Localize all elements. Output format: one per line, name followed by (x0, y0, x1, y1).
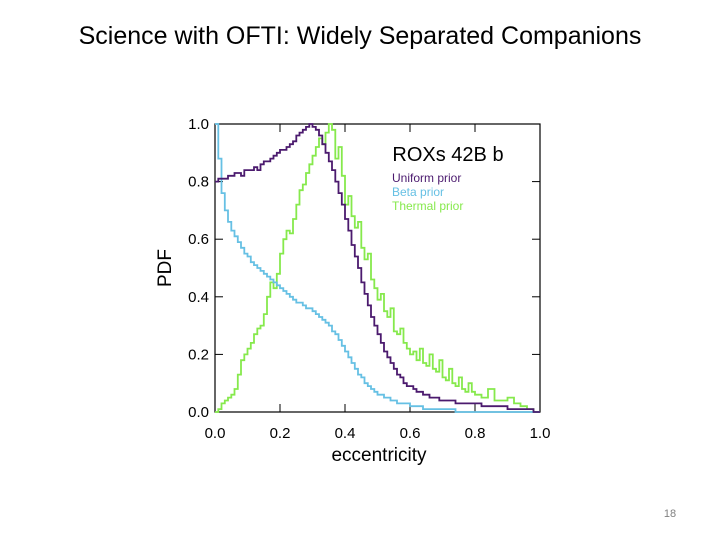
y-tick-label: 1.0 (188, 116, 209, 133)
series-group (215, 123, 540, 413)
x-axis-title: eccentricity (331, 445, 427, 466)
beta-prior-series (215, 123, 540, 413)
chart-title: ROXs 42B b (392, 144, 503, 166)
x-axis-ticks: 0.0 0.2 0.4 0.6 0.8 1.0 (205, 124, 551, 442)
thermal-prior-series (215, 123, 540, 413)
legend-beta-prior: Beta prior (392, 185, 444, 199)
y-axis-ticks: 0.0 0.2 0.4 0.6 0.8 1.0 (188, 116, 540, 421)
legend-uniform-prior: Uniform prior (392, 171, 461, 185)
x-tick-label: 0.4 (335, 425, 356, 442)
y-tick-label: 0.2 (188, 346, 209, 363)
y-axis-title: PDF (155, 249, 176, 287)
legend-thermal-prior: Thermal prior (392, 199, 463, 213)
slide-title: Science with OFTI: Widely Separated Comp… (78, 22, 642, 50)
x-tick-label: 0.6 (400, 425, 421, 442)
x-tick-label: 1.0 (530, 425, 551, 442)
x-tick-label: 0.2 (270, 425, 291, 442)
x-tick-label: 0.8 (465, 425, 486, 442)
x-tick-label: 0.0 (205, 425, 226, 442)
slide-number: 18 (663, 508, 677, 520)
plot-frame (214, 123, 541, 413)
y-tick-label: 0.0 (188, 404, 209, 421)
plot-area-border (214, 123, 541, 413)
y-tick-label: 0.6 (188, 231, 209, 248)
y-tick-label: 0.4 (188, 289, 209, 306)
uniform-prior-series (215, 123, 540, 413)
y-tick-label: 0.8 (188, 174, 209, 191)
